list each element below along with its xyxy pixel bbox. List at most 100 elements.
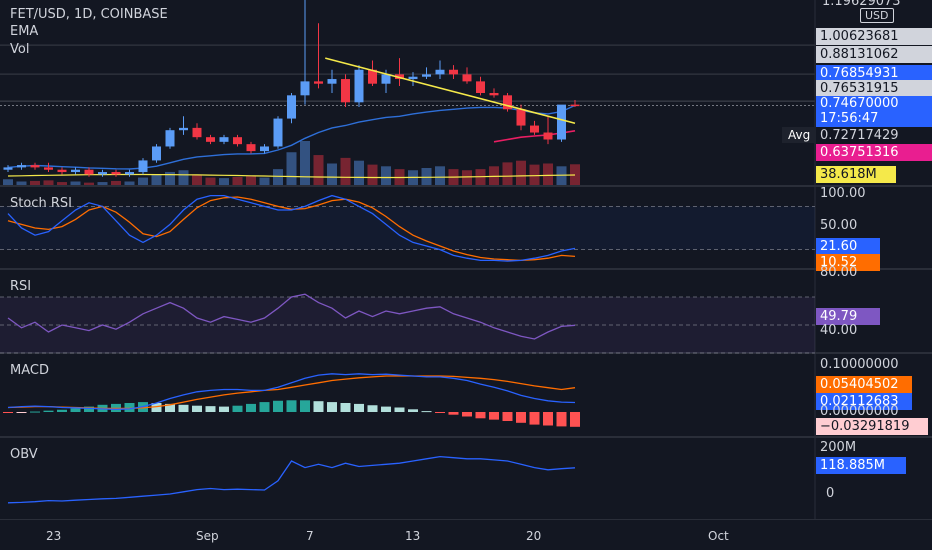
macd-hist-bar [367,405,378,412]
macd-hist-bar [475,412,486,419]
candle-body [3,167,13,170]
macd-hist-bar [286,400,297,412]
candle-body [138,160,148,173]
obv-label[interactable]: OBV [10,447,38,462]
time-axis [0,520,932,550]
current-price: 0.74670000 [820,96,899,111]
macd-hist-bar [381,406,391,412]
macd-hist-bar [408,409,418,412]
volume-bar [408,170,418,186]
macd-hist-bar [30,411,40,413]
volume-bar [475,169,486,186]
macd-hist-bar [219,406,229,412]
volume-bar [57,182,67,186]
candle-body [192,127,202,138]
candle-body [98,172,107,175]
volume-bar [286,152,297,186]
volume-bar [556,166,567,186]
candle-body [287,95,296,119]
macd-lines [3,373,580,427]
rsi-line [0,293,815,354]
volume-bar [16,181,27,186]
candle-body [314,81,323,84]
volume-bar [70,181,81,186]
macd-hist-bar [340,403,351,412]
time-label-sep: Sep [196,529,219,543]
candle-body [503,95,512,110]
volume-bar [138,177,148,186]
stoch-rsi-lines [0,194,815,262]
macd-hist-bar [570,412,580,427]
stoch-k-line [7,194,576,262]
volume-bar [340,157,351,186]
macd-hist-value: −0.03291819 [816,418,928,435]
candle-body [152,146,161,161]
volume-bar [151,174,162,186]
macd-tick-zero: 0.00000000 [820,404,899,419]
macd-hist-bar [151,403,162,412]
volume-bar [246,175,256,186]
candle-body [246,144,256,152]
candle-body [557,104,566,140]
candle-body [30,165,40,168]
candle-body [543,132,553,140]
symbol-title: FET/USD, 1D, COINBASE [10,7,168,22]
macd-hist-bar [70,408,81,412]
macd-hist-bar [529,412,540,425]
macd-label[interactable]: MACD [10,363,49,378]
macd-hist-bar [84,406,94,412]
currency-button[interactable]: USD [860,8,894,23]
candle-body [449,69,458,75]
candle-body [381,74,391,84]
candle-body [125,172,134,175]
macd-hist-bar [421,411,432,413]
candle-body [206,137,215,142]
macd-signal-value: 0.05404502 [816,376,912,393]
macd-hist-bar [489,412,499,420]
price-tick-3: 0.76531915 [816,80,932,97]
candle-body [354,69,364,103]
volume-bar [367,164,378,186]
volume-bar [435,166,445,186]
macd-hist-bar [178,404,189,412]
price-tick-top: 1.19629073 [822,0,901,9]
vol-legend[interactable]: Vol [10,42,30,57]
time-axis-bg [0,520,932,550]
volume-bar [205,177,216,186]
volume-bar [259,177,270,186]
candle-body [476,81,485,93]
macd-value: 0.02112683 [816,393,912,410]
candle-body [570,104,580,107]
macd-tick-top: 0.10000000 [820,357,899,372]
ema-value-label: 0.63751316 [816,144,932,161]
volume-bar [516,160,526,186]
macd-hist-bar [273,400,283,412]
ema-legend[interactable]: EMA [10,24,39,39]
macd-hist-bar [516,412,526,423]
candle-body [462,74,472,82]
macd-hist-bar [300,400,310,412]
candle-body [165,130,175,147]
volume-bar [219,178,229,186]
candles [3,0,580,177]
stoch-label[interactable]: Stoch RSI [10,196,72,211]
candle-body [260,146,269,152]
rsi-label[interactable]: RSI [10,279,32,294]
macd-hist-bar [205,406,216,412]
current-price-box: 0.74670000 17:56:47 [816,96,932,128]
macd-hist-bar [313,401,324,412]
candle-body [327,79,337,84]
trendline [325,57,576,124]
volume-bar [543,163,553,186]
candle-body [300,81,310,96]
volume-bar [313,155,324,186]
candle-body [17,165,26,168]
volume-bar [97,182,108,186]
rsi-value: 49.79 [816,308,880,325]
candle-body [71,169,80,173]
volume-bar [84,182,94,186]
volume-bar [178,170,189,186]
rsi-tick-40: 40.00 [820,323,858,338]
stoch-d-value: 10.52 [816,254,880,271]
candle-body [341,79,350,103]
